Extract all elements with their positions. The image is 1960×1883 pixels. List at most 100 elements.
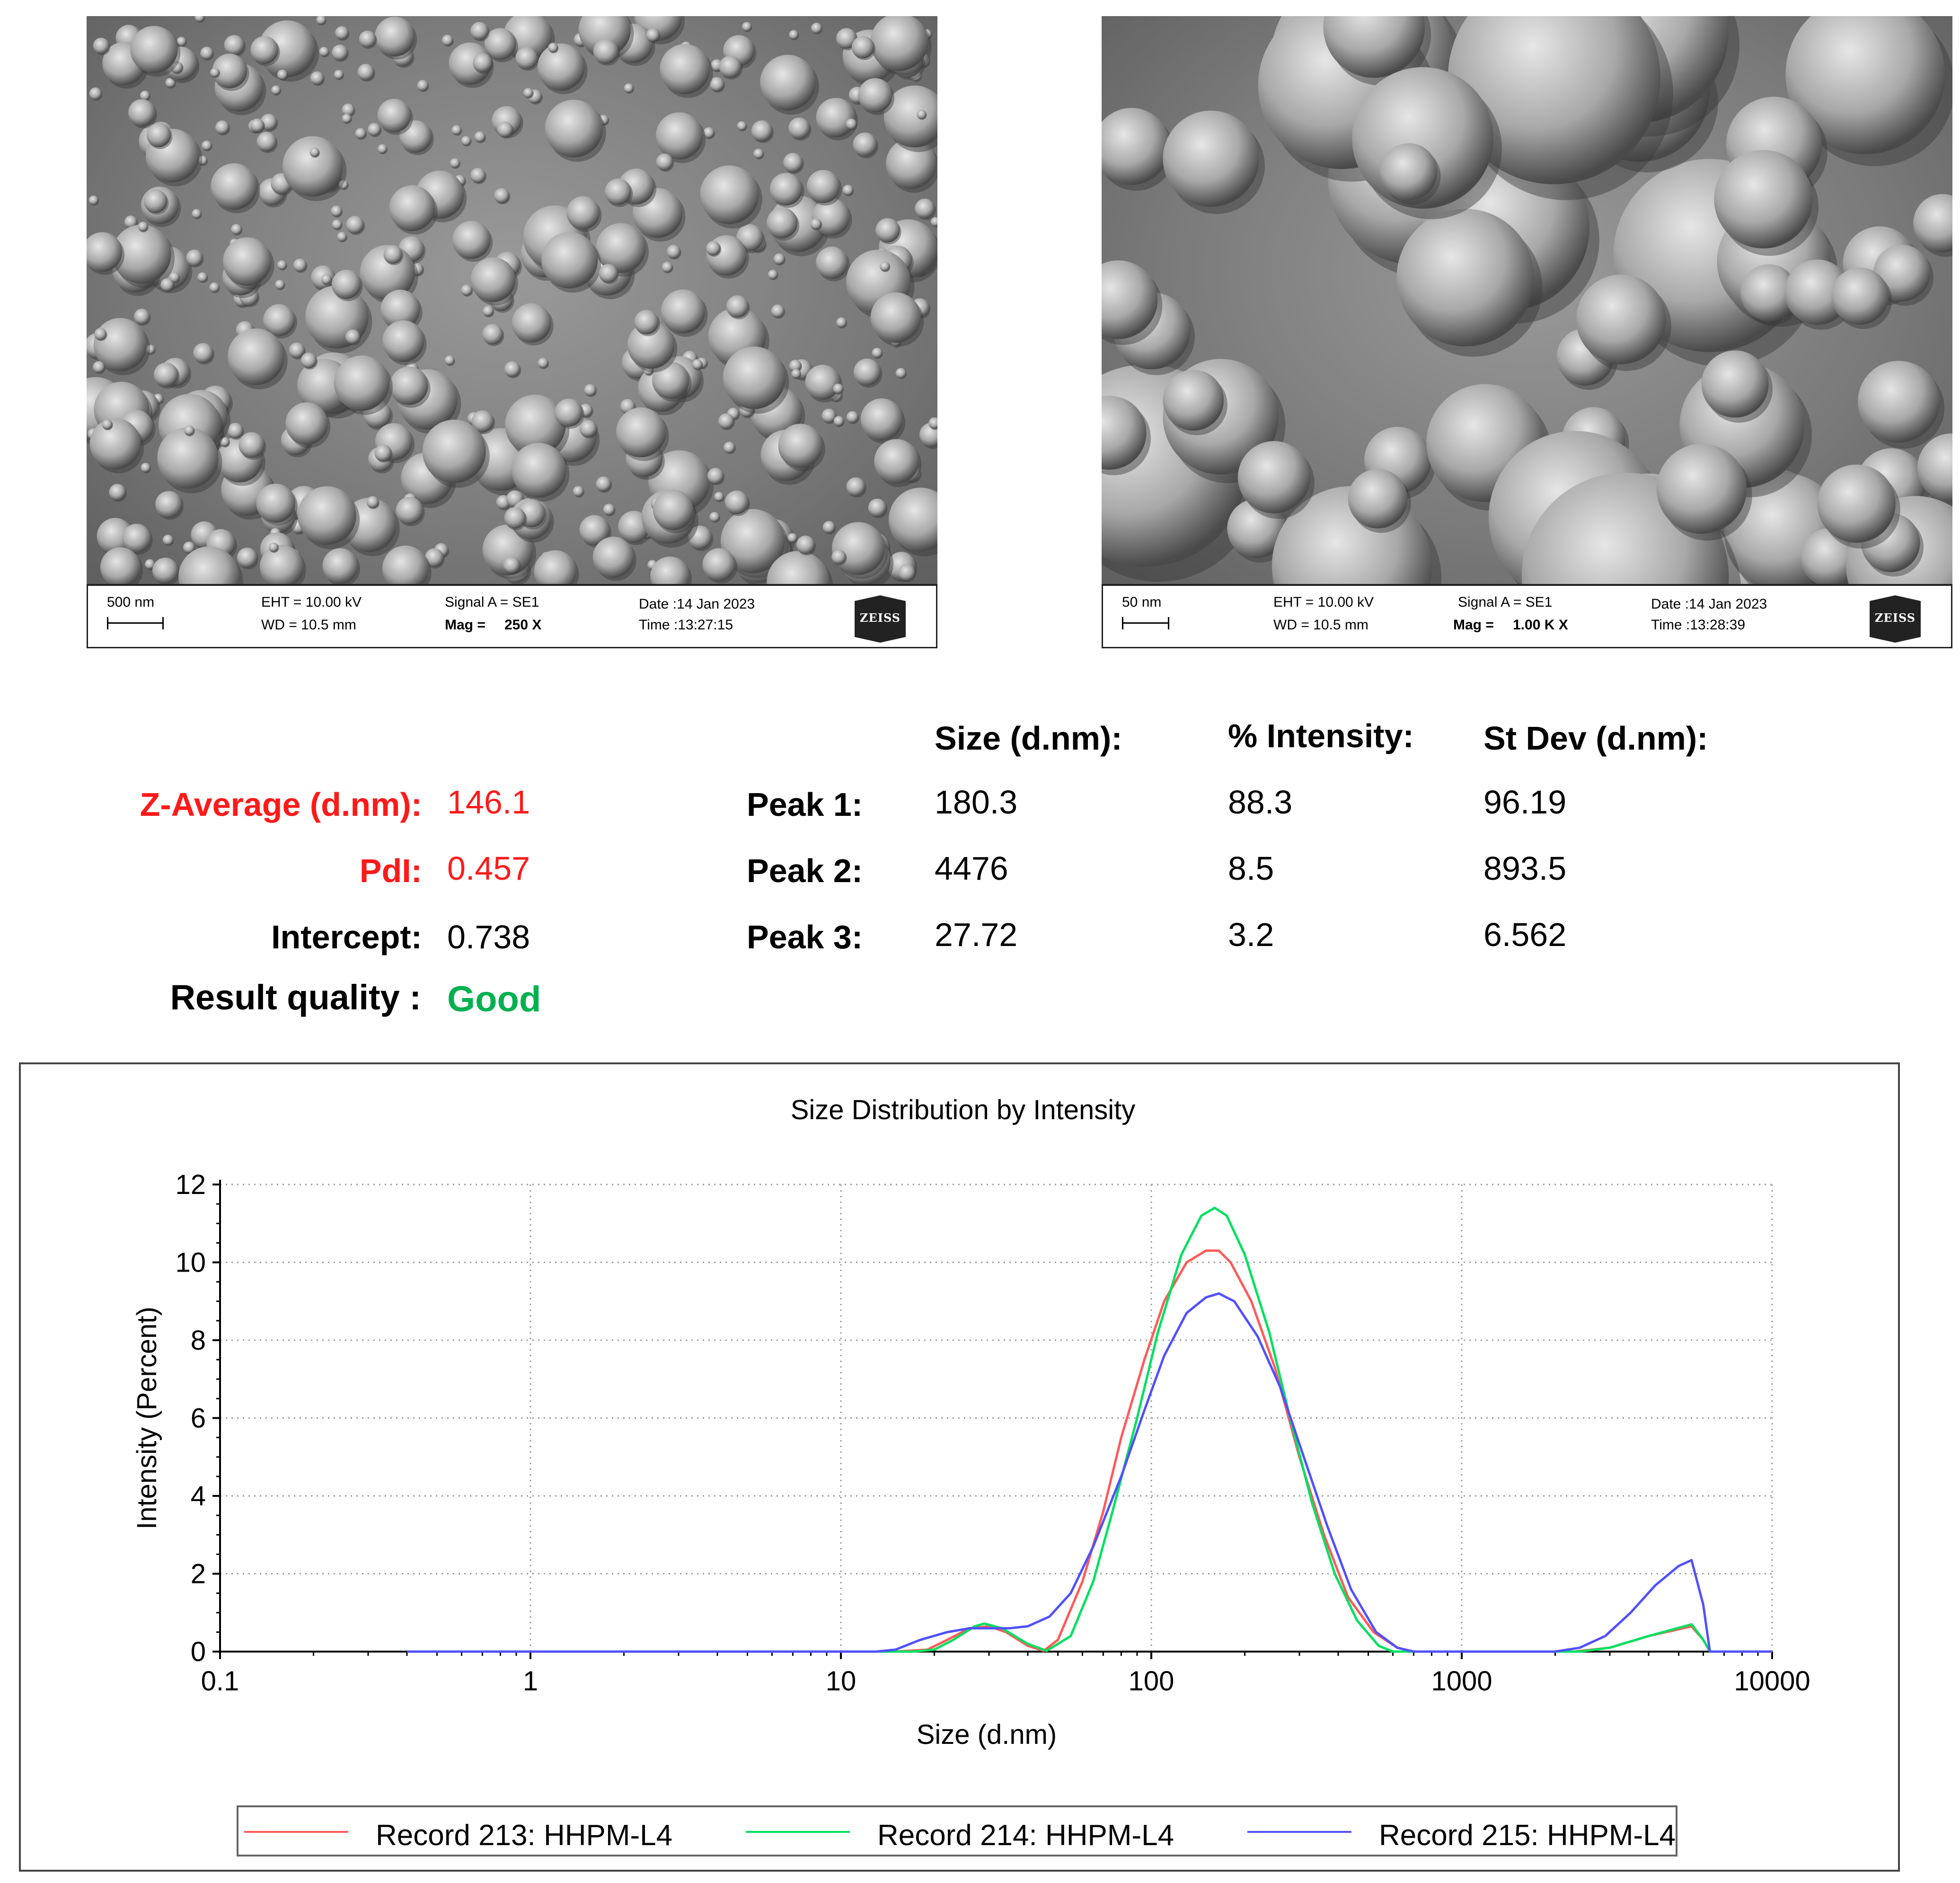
sphere-particle bbox=[342, 103, 355, 116]
sem-info-bar-left: 500 nm EHT = 10.00 kV WD = 10.5 mm Signa… bbox=[87, 584, 937, 648]
x-tick-label: 10000 bbox=[1734, 1666, 1810, 1697]
sphere-particle bbox=[889, 487, 937, 552]
sphere-particle bbox=[210, 68, 220, 78]
quality-value: Good bbox=[447, 979, 541, 1019]
sphere-particle bbox=[93, 37, 110, 54]
sphere-particle bbox=[450, 158, 460, 168]
sphere-particle bbox=[109, 484, 126, 501]
date-text: Date :14 Jan 2023 bbox=[1651, 596, 1767, 612]
sphere-particle bbox=[753, 149, 764, 159]
sphere-particle bbox=[652, 362, 689, 399]
sphere-particle bbox=[367, 123, 381, 136]
sphere-particle bbox=[165, 78, 176, 88]
sphere-particle bbox=[449, 42, 491, 85]
sphere-particle bbox=[655, 112, 703, 160]
peak-stdev: 6.562 bbox=[1483, 916, 1567, 953]
sphere-particle bbox=[130, 26, 178, 73]
sphere-particle bbox=[319, 46, 329, 57]
legend-label: Record 214: HHPM-L4 bbox=[877, 1819, 1174, 1852]
sphere-particle bbox=[494, 188, 510, 203]
y-tick-label: 2 bbox=[191, 1559, 206, 1590]
x-axis-label: Size (d.nm) bbox=[917, 1719, 1057, 1750]
sphere-particle bbox=[875, 218, 900, 243]
sphere-particle bbox=[789, 360, 802, 372]
sphere-particle bbox=[94, 328, 107, 340]
sphere-particle bbox=[719, 55, 742, 78]
sphere-particle bbox=[484, 28, 516, 60]
sphere-particle bbox=[1917, 433, 1952, 503]
sphere-particle bbox=[451, 125, 462, 135]
sphere-particle bbox=[545, 99, 603, 158]
sphere-particle bbox=[836, 28, 857, 49]
scale-label: 50 nm bbox=[1122, 594, 1162, 610]
mag-label: Mag = bbox=[445, 617, 486, 633]
sphere-particle bbox=[89, 87, 102, 100]
sphere-particle bbox=[482, 524, 533, 575]
sphere-particle bbox=[396, 496, 424, 524]
series-line-2 bbox=[407, 1206, 1772, 1653]
col-header-intensity: % Intensity: bbox=[1228, 717, 1414, 754]
sphere-particle bbox=[592, 537, 634, 578]
sphere-particle bbox=[482, 305, 494, 317]
sphere-particle bbox=[661, 289, 706, 334]
sphere-particle bbox=[200, 46, 213, 60]
sphere-particle bbox=[224, 35, 245, 55]
sphere-particle bbox=[720, 509, 785, 574]
sphere-particle bbox=[197, 272, 208, 283]
sphere-particle bbox=[789, 30, 799, 40]
sphere-particle bbox=[202, 140, 212, 151]
sphere-particle bbox=[1163, 110, 1259, 207]
sphere-particle bbox=[667, 245, 681, 259]
sphere-particle bbox=[1714, 150, 1813, 249]
sphere-particle bbox=[256, 483, 296, 523]
col-header-stdev: St Dev (d.nm): bbox=[1483, 720, 1708, 757]
peak-label: Peak 1: bbox=[747, 786, 863, 823]
sphere-particle bbox=[122, 523, 151, 553]
sphere-particle bbox=[444, 355, 455, 365]
peak-intensity: 88.3 bbox=[1228, 784, 1293, 821]
sphere-particle bbox=[511, 442, 566, 498]
sphere-particle bbox=[422, 419, 486, 483]
legend-swatch bbox=[746, 1831, 850, 1833]
sphere-particle bbox=[184, 425, 194, 436]
sphere-particle bbox=[915, 198, 935, 219]
sphere-particle bbox=[470, 168, 486, 183]
sphere-particle bbox=[417, 80, 429, 91]
sphere-particle bbox=[811, 22, 822, 34]
legend-label: Record 213: HHPM-L4 bbox=[376, 1819, 673, 1852]
sphere-particle bbox=[760, 54, 816, 111]
x-tick-label: 1000 bbox=[1431, 1666, 1492, 1697]
sphere-particle bbox=[769, 173, 803, 206]
sphere-particle bbox=[377, 144, 387, 154]
sphere-particle bbox=[692, 359, 703, 370]
sphere-particle bbox=[707, 468, 724, 484]
sphere-particle bbox=[160, 278, 174, 292]
sphere-particle bbox=[584, 384, 596, 397]
sphere-particle bbox=[359, 30, 376, 48]
legend-item: Record 213: HHPM-L4 bbox=[238, 1807, 712, 1855]
peak-label: Peak 3: bbox=[747, 919, 863, 955]
sphere-particle bbox=[842, 185, 854, 196]
sphere-particle bbox=[193, 343, 213, 363]
sphere-particle bbox=[183, 541, 195, 554]
sphere-particle bbox=[355, 128, 366, 139]
zeiss-logo: ZEISS bbox=[1870, 595, 1921, 643]
sphere-particle bbox=[300, 352, 317, 369]
sphere-particle bbox=[366, 496, 379, 509]
sphere-particle bbox=[157, 427, 219, 489]
sphere-particle bbox=[474, 131, 486, 142]
sphere-particle bbox=[342, 114, 352, 124]
sphere-particle bbox=[1323, 16, 1425, 78]
sphere-particle bbox=[503, 557, 520, 574]
sphere-particle bbox=[534, 550, 577, 584]
date-text: Date :14 Jan 2023 bbox=[639, 596, 755, 612]
chart-title: Size Distribution by Intensity bbox=[791, 1095, 1136, 1125]
sphere-particle bbox=[773, 253, 785, 265]
sphere-particle bbox=[1656, 443, 1747, 534]
sphere-particle bbox=[767, 207, 798, 239]
legend-swatch bbox=[1247, 1831, 1351, 1833]
sphere-particle bbox=[737, 121, 747, 131]
sphere-particle bbox=[778, 424, 823, 468]
sphere-particle bbox=[389, 366, 428, 405]
sphere-particle bbox=[791, 369, 801, 379]
